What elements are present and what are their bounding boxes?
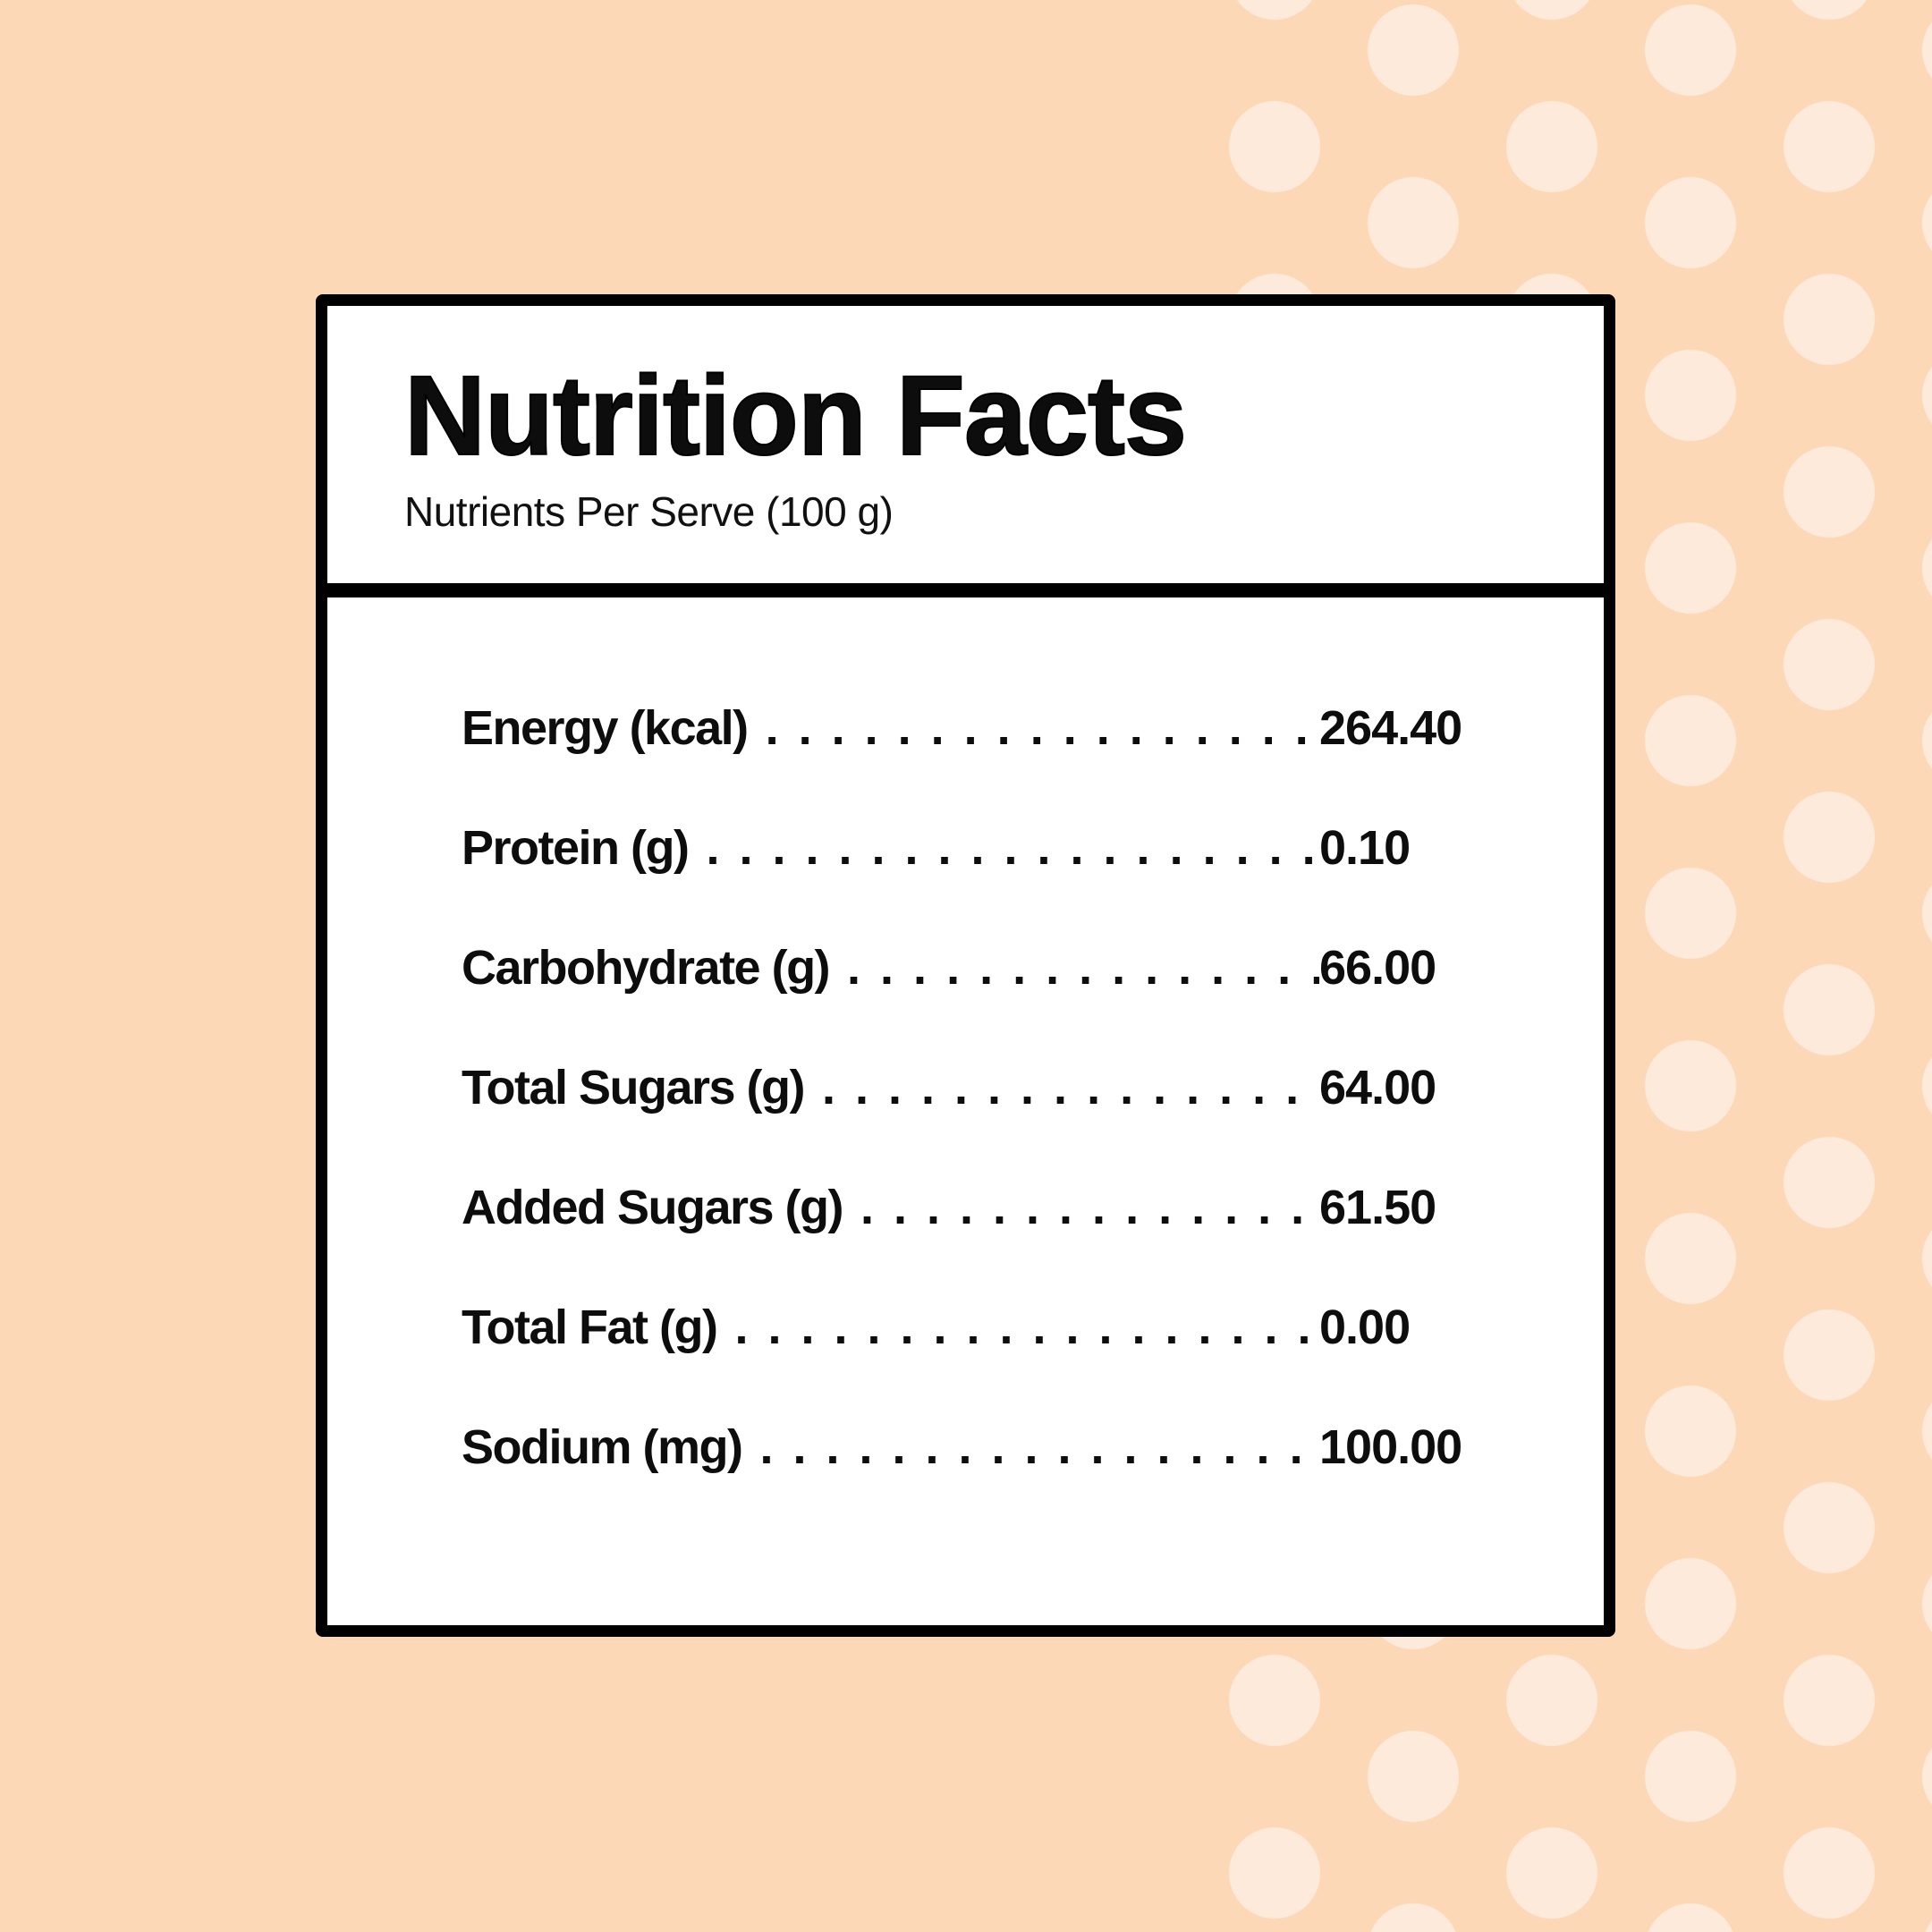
- nutrient-row: Carbohydrate (g) . . . . . . . . . . . .…: [462, 908, 1485, 1028]
- dot-leader: . . . . . . . . . . . . . . . . . . . . …: [847, 941, 1319, 995]
- nutrient-value: 264.40: [1319, 701, 1462, 755]
- nutrient-row: Added Sugars (g) . . . . . . . . . . . .…: [462, 1148, 1485, 1267]
- dot-leader: . . . . . . . . . . . . . . . . . . . . …: [759, 1420, 1319, 1474]
- nutrient-value: 0.00: [1319, 1301, 1411, 1354]
- nutrient-row: Protein (g) . . . . . . . . . . . . . . …: [462, 788, 1485, 908]
- dot-leader: . . . . . . . . . . . . . . . . . . . . …: [860, 1181, 1319, 1234]
- dot-leader: . . . . . . . . . . . . . . . . . . . . …: [706, 821, 1319, 875]
- nutrient-label: Total Fat (g): [462, 1301, 718, 1354]
- nutrient-rows: Energy (kcal) . . . . . . . . . . . . . …: [327, 597, 1604, 1507]
- card-header: Nutrition Facts Nutrients Per Serve (100…: [327, 306, 1604, 597]
- nutrient-label: Added Sugars (g): [462, 1181, 844, 1234]
- serving-subtitle: Nutrients Per Serve (100 g): [404, 488, 894, 535]
- nutrient-label: Carbohydrate (g): [462, 941, 831, 995]
- dot-leader: . . . . . . . . . . . . . . . . . . . . …: [765, 701, 1319, 755]
- nutrient-row: Total Fat (g) . . . . . . . . . . . . . …: [462, 1267, 1485, 1387]
- nutrient-label: Protein (g): [462, 821, 690, 875]
- nutrient-label: Total Sugars (g): [462, 1061, 806, 1114]
- nutrient-value: 66.00: [1319, 941, 1436, 995]
- nutrient-row: Energy (kcal) . . . . . . . . . . . . . …: [462, 668, 1485, 788]
- nutrient-value: 0.10: [1319, 821, 1411, 875]
- nutrient-value: 61.50: [1319, 1181, 1436, 1234]
- nutrient-row: Sodium (mg) . . . . . . . . . . . . . . …: [462, 1387, 1485, 1507]
- nutrient-value: 100.00: [1319, 1420, 1462, 1474]
- nutrition-facts-card: Nutrition Facts Nutrients Per Serve (100…: [316, 294, 1615, 1637]
- nutrient-label: Sodium (mg): [462, 1420, 743, 1474]
- nutrition-facts-title: Nutrition Facts: [403, 352, 1188, 479]
- dot-leader: . . . . . . . . . . . . . . . . . . . . …: [822, 1061, 1319, 1114]
- nutrient-row: Total Sugars (g) . . . . . . . . . . . .…: [462, 1028, 1485, 1148]
- nutrient-value: 64.00: [1319, 1061, 1436, 1114]
- dot-leader: . . . . . . . . . . . . . . . . . . . . …: [734, 1301, 1319, 1354]
- nutrient-label: Energy (kcal): [462, 701, 749, 755]
